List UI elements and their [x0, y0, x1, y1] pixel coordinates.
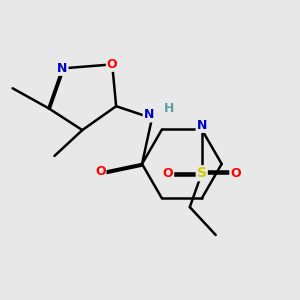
Text: N: N — [57, 62, 68, 75]
Text: O: O — [95, 165, 106, 178]
Text: H: H — [164, 102, 174, 115]
Text: N: N — [196, 119, 207, 132]
Text: O: O — [107, 58, 118, 71]
Text: S: S — [197, 166, 207, 180]
Text: O: O — [163, 167, 173, 180]
Text: O: O — [230, 167, 241, 180]
Text: N: N — [144, 109, 154, 122]
